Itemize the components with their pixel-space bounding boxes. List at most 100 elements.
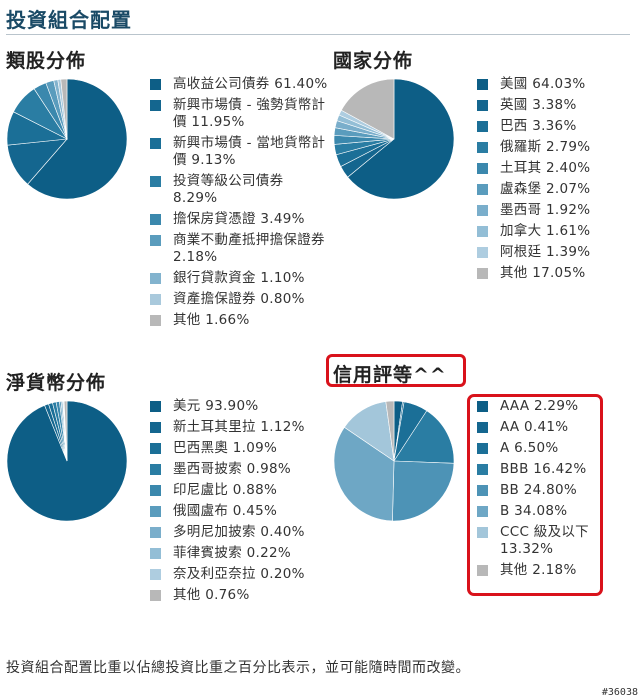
legend-item: 其他 2.18%	[477, 562, 597, 579]
legend-swatch	[150, 422, 161, 433]
legend-swatch	[150, 315, 161, 326]
legend-swatch	[477, 79, 488, 90]
country-chart-title: 國家分佈	[333, 50, 414, 72]
legend-label: 擔保房貸憑證 3.49%	[173, 211, 305, 227]
legend-item: 俄羅斯 2.79%	[477, 139, 632, 156]
page-title: 投資組合配置	[6, 8, 132, 32]
legend-item: 印尼盧比 0.88%	[150, 482, 330, 499]
legend-label: AAA 2.29%	[500, 398, 579, 414]
pie-svg	[333, 78, 455, 200]
legend-item: 多明尼加披索 0.40%	[150, 524, 330, 541]
legend-item: 阿根廷 1.39%	[477, 244, 632, 261]
legend-swatch	[150, 569, 161, 580]
legend-label: 其他 0.76%	[173, 587, 250, 603]
legend-swatch	[150, 294, 161, 305]
legend-swatch	[150, 100, 161, 111]
legend-item: A 6.50%	[477, 440, 597, 457]
legend-item: 英國 3.38%	[477, 97, 632, 114]
legend-label: 美元 93.90%	[173, 398, 259, 414]
legend-item: CCC 級及以下 13.32%	[477, 524, 597, 558]
credit-legend: AAA 2.29% AA 0.41% A 6.50% BBB 16.42% BB 24.…	[477, 398, 597, 583]
legend-swatch	[150, 485, 161, 496]
legend-swatch	[150, 443, 161, 454]
legend-item: 銀行貸款資金 1.10%	[150, 270, 330, 287]
legend-swatch	[150, 138, 161, 149]
credit-chart-title: 信用評等^^	[333, 364, 447, 386]
pie-svg	[333, 400, 455, 522]
pie-slice-10	[340, 78, 395, 140]
legend-swatch	[150, 464, 161, 475]
legend-item: 美國 64.03%	[477, 76, 632, 93]
legend-item: B 34.08%	[477, 503, 597, 520]
legend-swatch	[150, 235, 161, 246]
pie-svg	[6, 400, 128, 522]
type-chart-title: 類股分佈	[6, 50, 87, 72]
legend-swatch	[150, 214, 161, 225]
legend-item: 菲律賓披索 0.22%	[150, 545, 330, 562]
legend-label: 投資等級公司債券 8.29%	[173, 173, 284, 206]
legend-item: 加拿大 1.61%	[477, 223, 632, 240]
watermark: #36038	[601, 687, 638, 698]
legend-swatch	[477, 401, 488, 412]
legend-swatch	[477, 506, 488, 517]
legend-item: BBB 16.42%	[477, 461, 597, 478]
legend-swatch	[477, 565, 488, 576]
legend-label: CCC 級及以下 13.32%	[500, 524, 589, 557]
pie-slice-10	[63, 400, 68, 462]
legend-item: 高收益公司債券 61.40%	[150, 76, 330, 93]
pie-slice-1	[27, 78, 128, 200]
pie-slice-9	[60, 78, 68, 140]
legend-item: BB 24.80%	[477, 482, 597, 499]
legend-swatch	[477, 100, 488, 111]
legend-item: 資產擔保證券 0.80%	[150, 291, 330, 308]
legend-item: 美元 93.90%	[150, 398, 330, 415]
legend-swatch	[150, 401, 161, 412]
legend-swatch	[150, 506, 161, 517]
currency-chart-title: 淨貨幣分佈	[6, 372, 107, 394]
legend-label: 其他 17.05%	[500, 265, 586, 281]
legend-label: 銀行貸款資金 1.10%	[173, 270, 305, 286]
legend-label: 俄羅斯 2.79%	[500, 139, 591, 155]
legend-swatch	[477, 247, 488, 258]
legend-swatch	[150, 273, 161, 284]
pie-slice-6	[333, 426, 395, 522]
legend-label: 菲律賓披索 0.22%	[173, 545, 291, 561]
legend-item: 商業不動產抵押擔保證券 2.18%	[150, 232, 330, 266]
footnote: 投資組合配置比重以佔總投資比重之百分比表示，並可能隨時間而改變。	[6, 660, 470, 676]
legend-label: 墨西哥披索 0.98%	[173, 461, 291, 477]
type-pie-chart	[6, 78, 128, 200]
legend-label: 其他 1.66%	[173, 312, 250, 328]
currency-legend: 美元 93.90% 新土耳其里拉 1.12% 巴西黑奧 1.09% 墨西哥披索 0.9…	[150, 398, 330, 608]
legend-label: 美國 64.03%	[500, 76, 586, 92]
legend-swatch	[477, 226, 488, 237]
legend-item: 新興市場債 - 當地貨幣計價 9.13%	[150, 135, 330, 169]
legend-item: 墨西哥披索 0.98%	[150, 461, 330, 478]
pie-svg	[6, 78, 128, 200]
pie-slice-5	[392, 460, 455, 522]
credit-pie-chart	[333, 400, 455, 522]
legend-item: 俄國盧布 0.45%	[150, 503, 330, 520]
legend-swatch	[477, 184, 488, 195]
credit-title-highlight	[326, 354, 466, 387]
pie-slice-8	[385, 400, 395, 462]
legend-item: 巴西黑奧 1.09%	[150, 440, 330, 457]
legend-item: 擔保房貸憑證 3.49%	[150, 211, 330, 228]
legend-swatch	[150, 590, 161, 601]
type-legend: 高收益公司債券 61.40% 新興市場債 - 強勢貨幣計價 11.95% 新興市場債…	[150, 76, 330, 333]
country-pie-chart	[333, 78, 455, 200]
legend-label: 土耳其 2.40%	[500, 160, 591, 176]
legend-label: 巴西黑奧 1.09%	[173, 440, 278, 456]
legend-label: 俄國盧布 0.45%	[173, 503, 278, 519]
legend-label: 巴西 3.36%	[500, 118, 577, 134]
title-divider	[6, 34, 630, 35]
legend-item: 其他 1.66%	[150, 312, 330, 329]
legend-swatch	[150, 176, 161, 187]
legend-swatch	[150, 527, 161, 538]
country-legend: 美國 64.03% 英國 3.38% 巴西 3.36% 俄羅斯 2.79% 土耳其 2.…	[477, 76, 632, 286]
legend-label: A 6.50%	[500, 440, 559, 456]
legend-swatch	[477, 268, 488, 279]
legend-item: 新土耳其里拉 1.12%	[150, 419, 330, 436]
legend-swatch	[477, 443, 488, 454]
legend-label: 新興市場債 - 當地貨幣計價 9.13%	[173, 135, 326, 168]
legend-label: 奈及利亞奈拉 0.20%	[173, 566, 305, 582]
